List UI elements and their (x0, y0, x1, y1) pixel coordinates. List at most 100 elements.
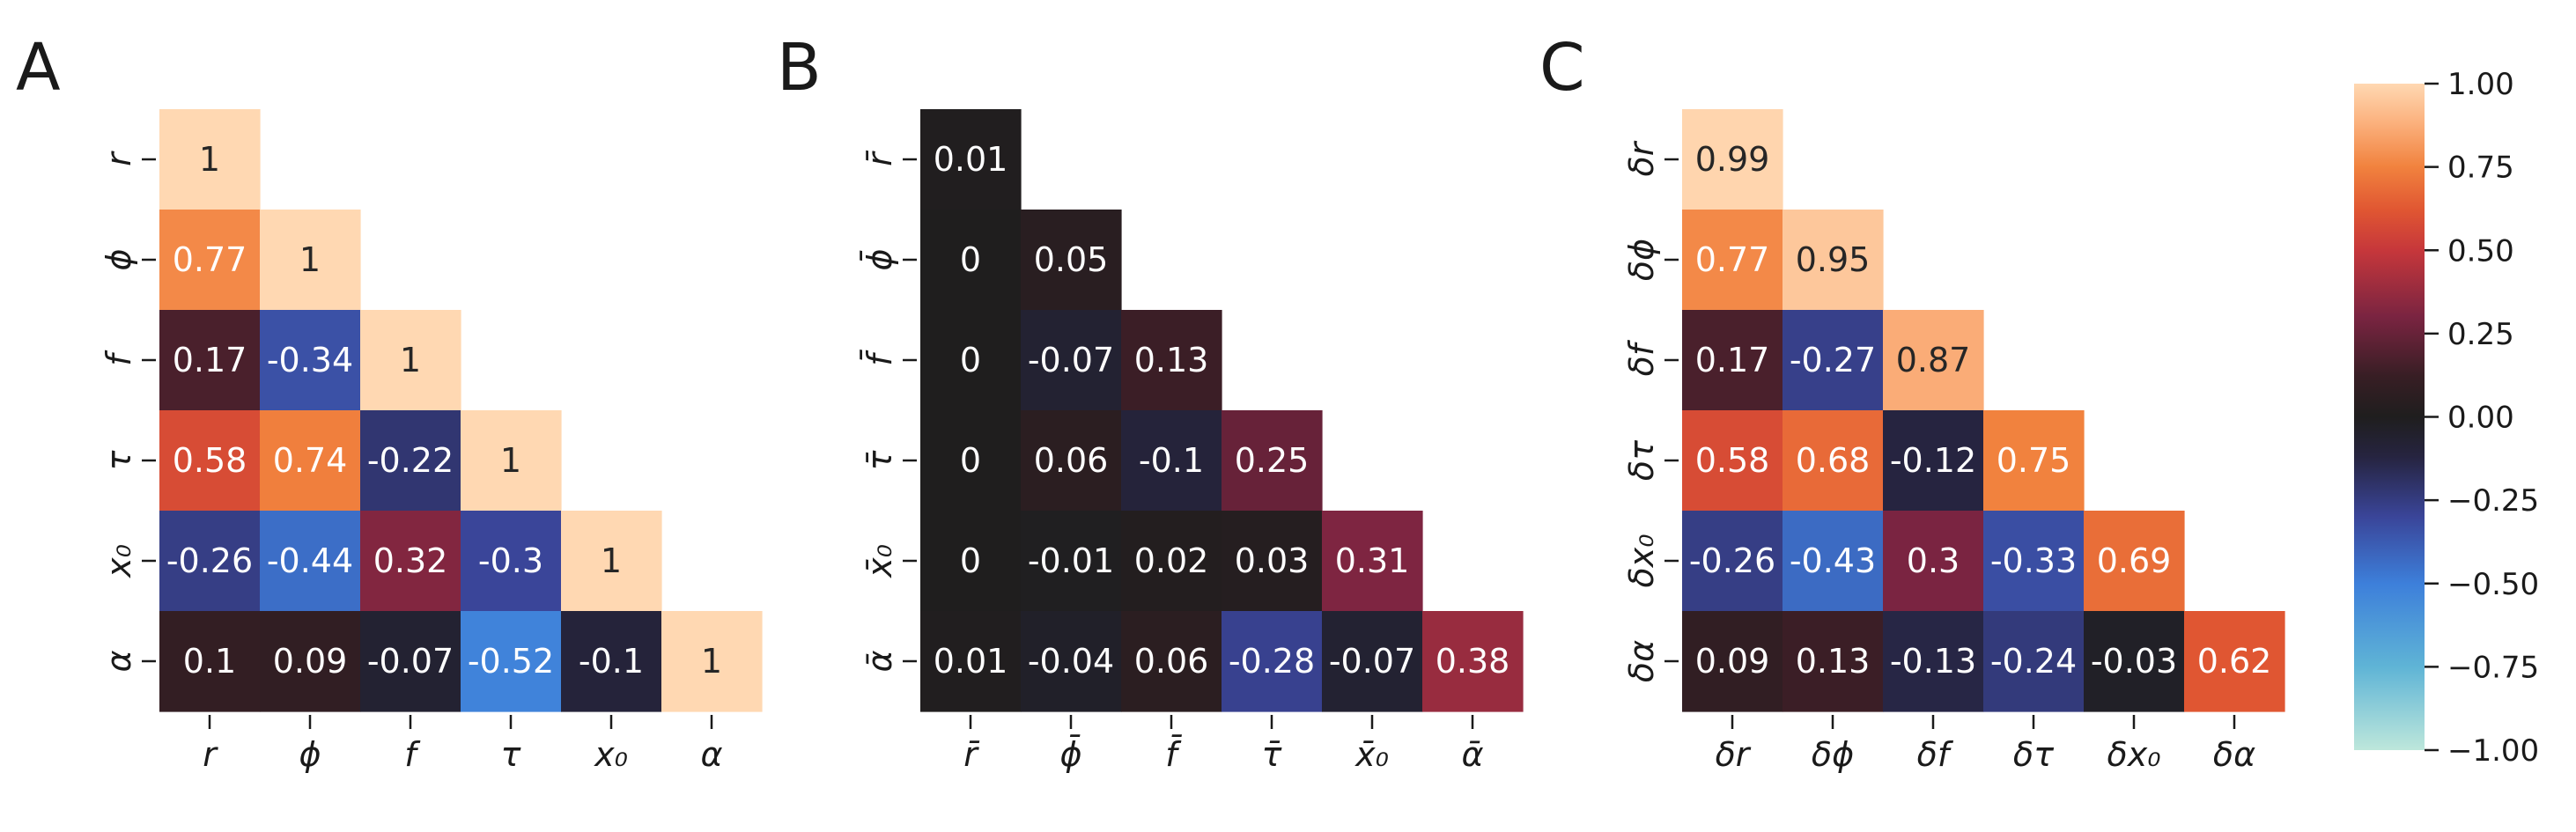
cell-value-label: 0.17 (173, 341, 247, 379)
heatmap-cell (561, 511, 662, 612)
heatmap-panels: A 1 0.77 1 0.17 -0.34 1 0.58 0.74 -0.22 1 -0.26 -0.4… (16, 30, 2285, 774)
heatmap-cell (1222, 511, 1323, 612)
heatmap-cell (260, 210, 361, 311)
heatmap-cell (1883, 611, 1984, 712)
cell-value-label: -0.33 (1990, 541, 2077, 580)
cell-value-label: -0.22 (367, 441, 454, 480)
y-tick-label: τ̄ (860, 449, 899, 470)
cell-value-label: 0.58 (1695, 441, 1770, 480)
cell-value-label: 0.38 (1436, 642, 1510, 681)
cell-value-label: 0.09 (1695, 642, 1770, 681)
heatmap-cell (1021, 511, 1122, 612)
heatmap-cell (1121, 410, 1222, 512)
heatmap-cell (1983, 511, 2085, 612)
heatmap-cell (1883, 410, 1984, 512)
cell-value-label: 0 (960, 541, 981, 580)
heatmap-cell (2184, 611, 2285, 712)
cell-value-label: 0.87 (1896, 341, 1971, 379)
cell-value-label: 1 (500, 441, 521, 480)
colorbar-tick-label: 0.50 (2447, 233, 2514, 269)
heatmap-cell (159, 611, 261, 712)
cell-value-label: 0.68 (1796, 441, 1871, 480)
heatmap-cell (1322, 611, 1423, 712)
cell-value-label: 1 (400, 341, 421, 379)
heatmap-cell (1783, 511, 1884, 612)
colorbar-tick-label: −0.25 (2447, 483, 2539, 519)
cell-value-label: 0.32 (373, 541, 448, 580)
heatmap-cell (360, 310, 461, 411)
cell-value-label: 0.01 (934, 140, 1008, 179)
cell-value-label: -0.12 (1890, 441, 1976, 480)
cell-value-label: -0.07 (1329, 642, 1415, 681)
cell-value-label: -0.1 (579, 642, 644, 681)
heatmap-cell (920, 109, 1022, 210)
panel-label: B (777, 30, 822, 106)
heatmap-panel-a: A 1 0.77 1 0.17 -0.34 1 0.58 0.74 -0.22 1 -0.26 -0.4… (16, 30, 763, 774)
y-tick-label: f (100, 350, 138, 366)
x-tick-label: τ (501, 735, 522, 774)
heatmap-cell (661, 611, 763, 712)
x-tick-label: r (203, 735, 218, 774)
cell-value-label: 0.31 (1335, 541, 1410, 580)
y-tick-label: δτ (1622, 439, 1661, 481)
heatmap-cell (920, 210, 1022, 311)
heatmap-cell (1121, 310, 1222, 411)
heatmap-cell (1682, 511, 1783, 612)
cell-value-label: 0.02 (1134, 541, 1209, 580)
y-tick-label: δϕ (1622, 239, 1661, 281)
heatmap-cell (159, 410, 261, 512)
y-tick-label: f̄ (860, 349, 899, 365)
y-tick-label: x̄₀ (860, 544, 899, 578)
cell-value-label: -0.3 (478, 541, 543, 580)
x-tick-label: ϕ̄ (1059, 735, 1081, 774)
cell-value-label: 0.1 (183, 642, 236, 681)
heatmap-cell (1222, 410, 1323, 512)
cell-value-label: 0.74 (273, 441, 348, 480)
x-tick-label: τ̄ (1262, 735, 1283, 774)
heatmap-cell (360, 511, 461, 612)
cell-value-label: 0 (960, 240, 981, 279)
x-tick-label: x̄₀ (1354, 735, 1389, 774)
heatmap-cell (1983, 611, 2085, 712)
cell-value-label: 0.17 (1695, 341, 1770, 379)
y-tick-label: r (100, 151, 138, 166)
heatmap-cell (461, 611, 562, 712)
cell-value-label: 0.77 (1695, 240, 1770, 279)
heatmap-cell (1983, 410, 2085, 512)
heatmap-cell (1682, 109, 1783, 210)
cell-value-label: 0.06 (1134, 642, 1209, 681)
heatmap-cell (1021, 310, 1122, 411)
y-tick-label: ϕ̄ (860, 248, 899, 270)
cell-value-label: 0.99 (1695, 140, 1770, 179)
cell-value-label: 0 (960, 441, 981, 480)
heatmap-cell (1783, 210, 1884, 311)
x-tick-label: δα (2213, 735, 2255, 774)
x-tick-label: r̄ (963, 735, 980, 774)
heatmap-cell (159, 310, 261, 411)
heatmap-cell (1322, 511, 1423, 612)
cell-value-label: 0.95 (1796, 240, 1871, 279)
cell-value-label: 0.69 (2097, 541, 2172, 580)
cell-value-label: 0.06 (1034, 441, 1109, 480)
colorbar-tick-label: −0.75 (2447, 650, 2539, 685)
x-tick-label: f̄ (1165, 735, 1182, 774)
heatmap-cell (2084, 511, 2185, 612)
heatmap-cell (1883, 310, 1984, 411)
y-tick-label: ϕ (100, 248, 138, 270)
heatmap-cell (1783, 310, 1884, 411)
x-tick-label: δf (1917, 735, 1954, 774)
cell-value-label: 0.03 (1235, 541, 1310, 580)
cell-value-label: -0.04 (1028, 642, 1114, 681)
heatmap-cell (920, 310, 1022, 411)
heatmap-panel-b: B 0.01 0 0.05 0 -0.07 0.13 0 0.06 -0.1 0.25 0 -0.01 0… (777, 30, 1524, 774)
heatmap-cell (260, 611, 361, 712)
x-tick-label: δϕ (1812, 735, 1854, 774)
colorbar-tick-label: 1.00 (2447, 67, 2514, 102)
panel-label: C (1539, 30, 1585, 106)
x-tick-label: ϕ (299, 735, 321, 774)
cell-value-label: -0.03 (2091, 642, 2177, 681)
cell-value-label: 0.01 (934, 642, 1008, 681)
heatmap-cell (1422, 611, 1524, 712)
cell-value-label: -0.34 (267, 341, 353, 379)
